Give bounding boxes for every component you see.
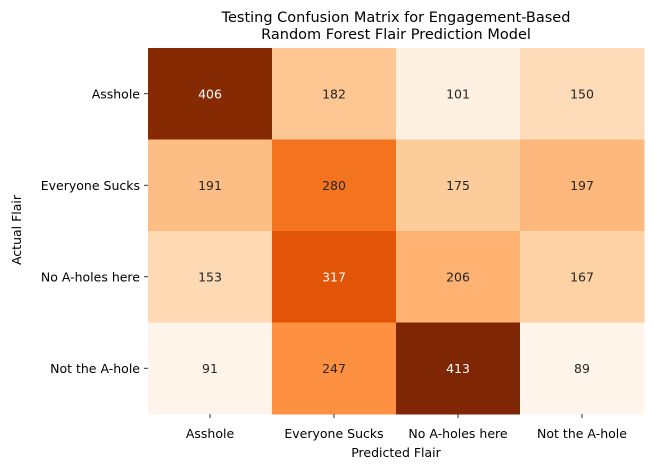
cell-value-label-r2-c3: 167 xyxy=(570,269,594,284)
x-tick-label-0: Asshole xyxy=(186,426,235,441)
heatmap-cell-r2-c1 xyxy=(272,231,397,323)
cell-value-label-r0-c3: 150 xyxy=(570,86,594,101)
heatmap-cells: 406 182 101 150 191 280 175 197 153 317 206 167 91 24… xyxy=(148,48,645,415)
cell-value-label-r0-c0: 406 xyxy=(198,86,222,101)
heatmap-cell-r1-c3 xyxy=(520,139,645,232)
heatmap-cell-r2-c3 xyxy=(520,231,645,323)
heatmap-cell-r3-c3 xyxy=(520,322,645,415)
x-axis-label: Predicted Flair xyxy=(351,445,441,460)
cell-value-label-r1-c1: 280 xyxy=(322,178,346,193)
heatmap-cell-r3-c2 xyxy=(396,322,521,415)
x-tick-label-3: Not the A-hole xyxy=(537,426,627,441)
chart-title-line-2: Random Forest Flair Prediction Model xyxy=(261,27,531,43)
heatmap-cell-r3-c1 xyxy=(272,322,397,415)
heatmap-cell-r1-c1 xyxy=(272,139,397,232)
heatmap-cell-r2-c2 xyxy=(396,231,521,323)
heatmap-cell-r1-c2 xyxy=(396,139,521,232)
cell-value-label-r3-c2: 413 xyxy=(446,361,470,376)
x-tick-label-1: Everyone Sucks xyxy=(284,426,383,441)
cell-value-label-r2-c2: 206 xyxy=(446,269,470,284)
cell-value-label-r3-c0: 91 xyxy=(202,361,218,376)
y-tick-label-2: No A-holes here xyxy=(41,269,140,284)
chart-title-line-1: Testing Confusion Matrix for Engagement-… xyxy=(221,10,571,26)
cell-value-label-r2-c1: 317 xyxy=(322,269,346,284)
x-axis-ticks: Asshole Everyone Sucks No A-holes here Not … xyxy=(186,414,627,441)
cell-value-label-r1-c0: 191 xyxy=(198,178,222,193)
x-tick-label-2: No A-holes here xyxy=(408,426,507,441)
cell-value-label-r3-c1: 247 xyxy=(322,361,346,376)
cell-value-label-r0-c1: 182 xyxy=(322,86,346,101)
cell-value-label-r1-c2: 175 xyxy=(446,178,470,193)
heatmap-cell-r0-c2 xyxy=(396,48,521,140)
cell-value-label-r3-c3: 89 xyxy=(574,361,590,376)
y-tick-label-0: Asshole xyxy=(92,86,141,101)
heatmap-cell-r1-c0 xyxy=(148,139,273,232)
cell-value-label-r1-c3: 197 xyxy=(570,178,594,193)
heatmap-cell-r0-c1 xyxy=(272,48,397,140)
cell-value-label-r0-c2: 101 xyxy=(446,86,470,101)
y-tick-label-3: Not the A-hole xyxy=(50,361,140,376)
y-axis-ticks: Asshole Everyone Sucks No A-holes here Not … xyxy=(41,86,148,376)
heatmap-cell-r0-c3 xyxy=(520,48,645,140)
heatmap-cell-r0-c0 xyxy=(148,48,273,140)
y-axis-label: Actual Flair xyxy=(9,194,24,265)
heatmap-cell-r3-c0 xyxy=(148,322,273,415)
cell-value-label-r2-c0: 153 xyxy=(198,269,222,284)
heatmap-cell-r2-c0 xyxy=(148,231,273,323)
y-tick-label-1: Everyone Sucks xyxy=(41,178,140,193)
